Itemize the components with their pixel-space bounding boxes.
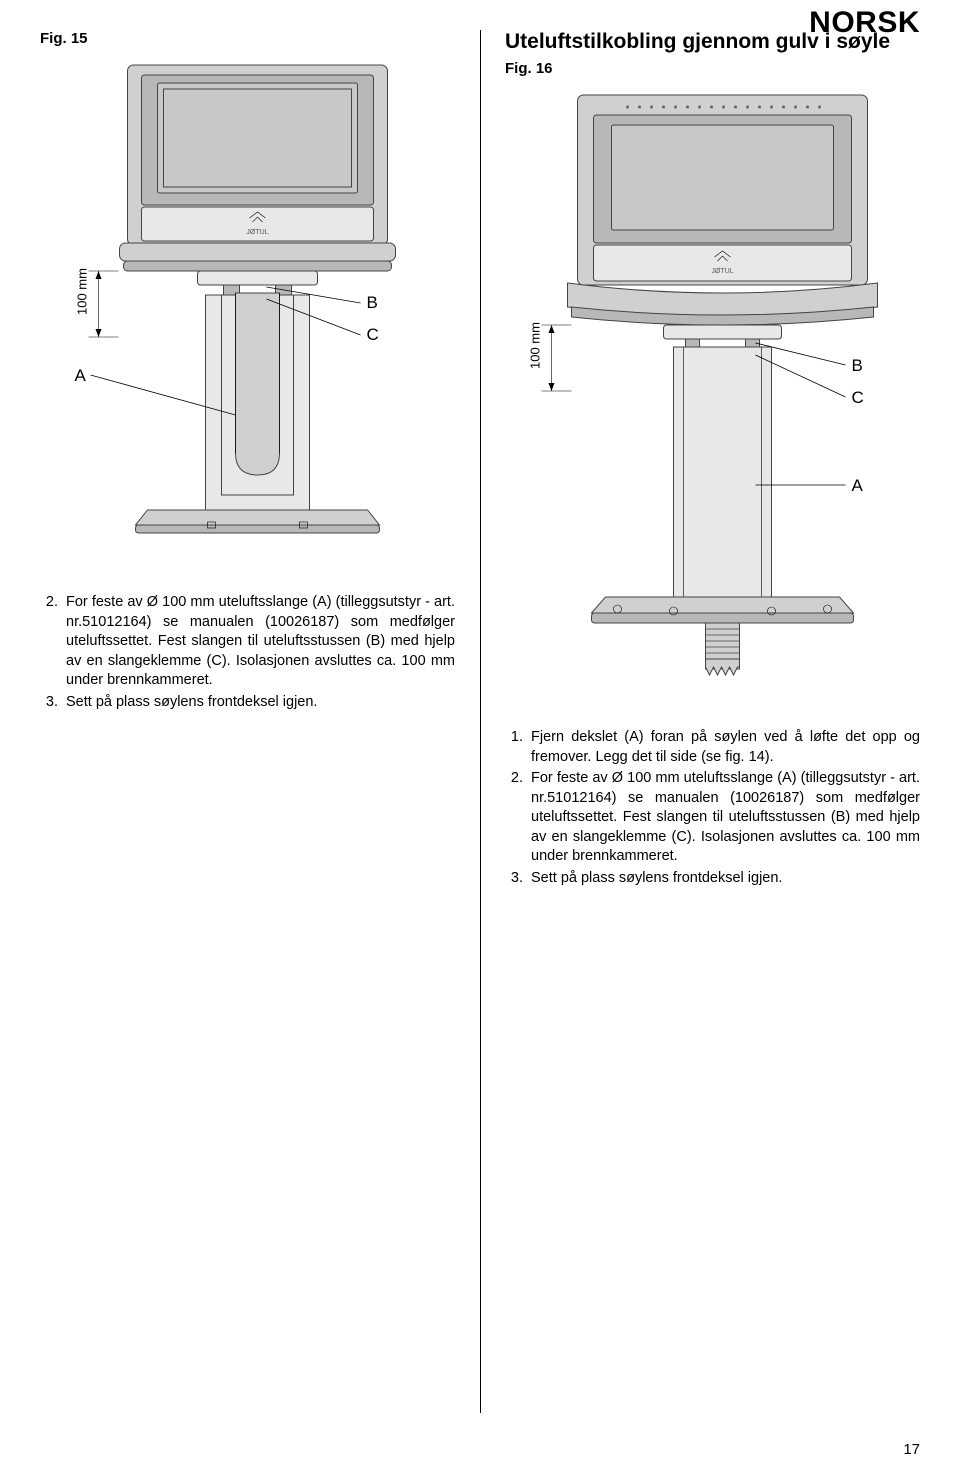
right-column: Uteluftstilkobling gjennom gulv i søyle … xyxy=(480,0,960,1473)
list-item: For feste av Ø 100 mm uteluftsslange (A)… xyxy=(527,769,920,867)
fig16-diagram: JØTUL xyxy=(505,85,920,710)
fig16-label: Fig. 16 xyxy=(505,60,920,77)
section-title: Uteluftstilkobling gjennom gulv i søyle xyxy=(505,30,920,54)
fig16-instruction-list: Fjern dekslet (A) foran på søylen ved å … xyxy=(505,728,920,889)
svg-text:JØTUL: JØTUL xyxy=(711,268,733,275)
fig16-area: JØTUL xyxy=(505,85,920,710)
fig15-diagram: JØTUL xyxy=(40,55,455,575)
left-column: Fig. 15 JØTUL xyxy=(0,0,480,1473)
fig15-dim-label: 100 mm xyxy=(74,268,89,315)
fig15-instruction-list: For feste av Ø 100 mm uteluftsslange (A)… xyxy=(40,593,455,712)
fig16-label-c: C xyxy=(851,388,863,407)
fig16-label-a: A xyxy=(851,476,863,495)
list-item: Sett på plass søylens frontdeksel igjen. xyxy=(527,869,920,889)
page-number: 17 xyxy=(903,1441,920,1458)
fig15-label-b: B xyxy=(366,293,377,312)
fig15-label-a: A xyxy=(74,366,86,385)
svg-text:JØTUL: JØTUL xyxy=(246,229,268,236)
list-item: Fjern dekslet (A) foran på søylen ved å … xyxy=(527,728,920,767)
list-item: Sett på plass søylens frontdeksel igjen. xyxy=(62,693,455,713)
page-container: Fig. 15 JØTUL xyxy=(0,0,960,1473)
fig16-dim-label: 100 mm xyxy=(527,322,542,369)
fig15-label-c: C xyxy=(366,325,378,344)
list-item: For feste av Ø 100 mm uteluftsslange (A)… xyxy=(62,593,455,691)
fig15-label: Fig. 15 xyxy=(40,30,455,47)
fig16-label-b: B xyxy=(851,356,862,375)
fig15-area: JØTUL xyxy=(40,55,455,575)
